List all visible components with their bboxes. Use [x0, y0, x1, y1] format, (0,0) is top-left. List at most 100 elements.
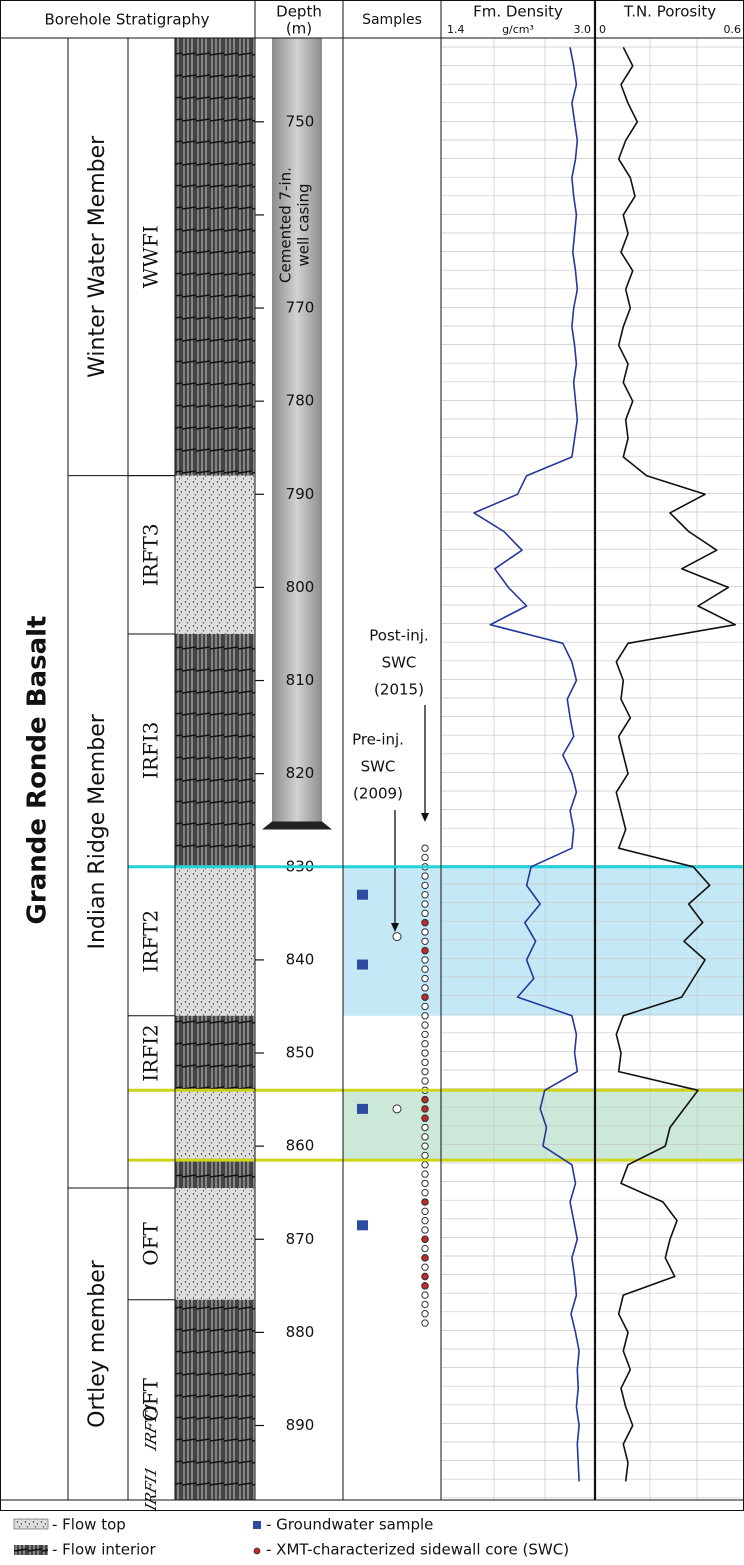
post-injection-swc: [422, 938, 428, 944]
legend-text: - XMT-characterized sidewall core (SWC): [266, 1541, 569, 1559]
post-injection-swc: [422, 1311, 428, 1317]
xmt-swc: [422, 1236, 428, 1242]
flow-top-lithology: [175, 1090, 255, 1160]
xmt-swc: [422, 1106, 428, 1112]
depth-tick-label: 800: [286, 578, 315, 596]
post-injection-swc: [422, 1143, 428, 1149]
pre-injection-swc: [393, 1105, 401, 1113]
flow-top-lithology: [175, 1188, 255, 1300]
legend-text: - Groundwater sample: [266, 1516, 433, 1534]
post-injection-swc: [422, 1078, 428, 1084]
post-injection-swc: [422, 1171, 428, 1177]
depth-tick-label: 840: [286, 950, 315, 968]
post-injection-swc: [422, 1162, 428, 1168]
porosity-scale-max: 0.6: [724, 23, 742, 36]
post-injection-swc: [422, 1320, 428, 1326]
xmt-swc: [422, 1283, 428, 1289]
xmt-swc: [422, 919, 428, 925]
density-scale-max: 3.0: [574, 23, 592, 36]
post-injection-swc: [422, 1264, 428, 1270]
post-injection-swc: [422, 892, 428, 898]
unit-label: IRFI3: [139, 722, 163, 779]
depth-tick-label: 770: [286, 299, 315, 317]
page: WWFIIRFT3IRFI3IRFT2IRFI2IRFT1IRFI1OFTOFT…: [0, 0, 744, 1565]
post-injection-swc: [422, 854, 428, 860]
post-injection-swc: [422, 975, 428, 981]
flow-top-lithology: [175, 476, 255, 634]
header-samples: Samples: [362, 12, 422, 28]
unit-label: WWFI: [139, 225, 163, 288]
xmt-swc: [422, 1199, 428, 1205]
groundwater-sample: [357, 1104, 368, 1114]
legend-flow-top-swatch: [14, 1519, 48, 1529]
depth-tick-label: 820: [286, 764, 315, 782]
post-injection-swc: [422, 873, 428, 879]
depth-tick-label: 790: [286, 485, 315, 503]
post-injection-swc: [422, 985, 428, 991]
post-injection-note: SWC: [382, 654, 417, 672]
pre-injection-note: Pre-inj.: [352, 731, 404, 749]
flow-interior-lithology: [175, 1160, 255, 1188]
porosity-curve: [616, 47, 735, 1481]
unit-label: OFT: [139, 1221, 163, 1265]
legend-text: - Flow top: [52, 1516, 126, 1534]
groundwater-sample: [357, 890, 368, 900]
post-injection-swc: [422, 1245, 428, 1251]
casing-shoe: [262, 822, 332, 830]
post-injection-swc: [422, 1190, 428, 1196]
member-label: Winter Water Member: [85, 135, 110, 378]
post-injection-swc: [422, 1134, 428, 1140]
casing-label: Cemented 7-in.: [277, 167, 295, 283]
xmt-swc: [422, 947, 428, 953]
post-injection-swc: [422, 882, 428, 888]
post-injection-swc: [422, 957, 428, 963]
member-label: Indian Ridge Member: [85, 713, 110, 949]
header-stratigraphy: Borehole Stratigraphy: [45, 11, 210, 29]
post-injection-swc: [422, 1003, 428, 1009]
xmt-swc: [422, 1096, 428, 1102]
arrow-head: [421, 813, 429, 822]
depth-tick-label: 880: [286, 1323, 315, 1341]
flow-interior-lithology: [175, 634, 255, 867]
post-injection-swc: [422, 910, 428, 916]
post-injection-swc: [422, 1050, 428, 1056]
porosity-scale-min: 0: [599, 23, 606, 36]
flow-interior-lithology: [175, 38, 255, 476]
header-porosity: T.N. Porosity: [623, 3, 716, 21]
density-curve: [474, 47, 579, 1481]
density-unit: g/cm³: [502, 23, 534, 36]
well-casing: [272, 38, 322, 822]
unit-label: OFT: [139, 1377, 163, 1421]
depth-tick-label: 850: [286, 1044, 315, 1062]
legend-text: - Flow interior: [52, 1541, 156, 1559]
depth-tick-label: 870: [286, 1230, 315, 1248]
post-injection-swc: [422, 1059, 428, 1065]
post-injection-swc: [422, 845, 428, 851]
pre-injection-note: SWC: [361, 758, 396, 776]
xmt-swc: [422, 1273, 428, 1279]
post-injection-swc: [422, 1031, 428, 1037]
depth-tick-label: 750: [286, 112, 315, 130]
header-depth-unit: (m): [286, 20, 312, 38]
flow-top-lithology: [175, 867, 255, 1016]
borehole-figure: WWFIIRFT3IRFI3IRFT2IRFI2IRFT1IRFI1OFTOFT…: [0, 0, 744, 1565]
post-injection-swc: [422, 1041, 428, 1047]
foreground-layer: WWFIIRFT3IRFI3IRFT2IRFI2IRFT1IRFI1OFTOFT…: [0, 0, 744, 1559]
post-injection-note: Post-inj.: [369, 627, 428, 645]
depth-tick-label: 780: [286, 392, 315, 410]
post-injection-swc: [422, 966, 428, 972]
header-density: Fm. Density: [473, 3, 563, 21]
post-injection-swc: [422, 1208, 428, 1214]
post-injection-swc: [422, 1292, 428, 1298]
pre-injection-swc: [393, 933, 401, 941]
unit-label: IRFT3: [139, 523, 163, 586]
post-injection-swc: [422, 1180, 428, 1186]
xmt-swc: [422, 994, 428, 1000]
background-layer: [343, 38, 744, 1500]
header-depth: Depth: [276, 3, 322, 21]
post-injection-swc: [422, 901, 428, 907]
groundwater-sample: [357, 1220, 368, 1230]
post-injection-note: (2015): [374, 681, 424, 699]
post-injection-swc: [422, 1124, 428, 1130]
casing-label: well casing: [295, 183, 313, 266]
